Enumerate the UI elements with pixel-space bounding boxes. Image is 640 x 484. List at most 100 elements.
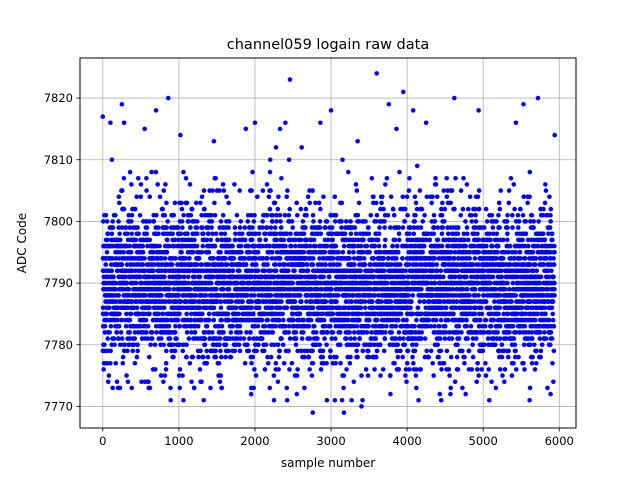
data-point bbox=[433, 281, 438, 286]
data-point bbox=[338, 330, 343, 335]
data-point bbox=[310, 188, 315, 193]
data-point bbox=[191, 250, 196, 255]
data-point bbox=[252, 219, 257, 224]
data-point bbox=[208, 238, 213, 243]
data-point bbox=[227, 287, 232, 292]
data-point bbox=[112, 342, 117, 347]
data-point bbox=[465, 231, 470, 236]
data-point bbox=[305, 262, 310, 267]
data-point bbox=[133, 207, 138, 212]
data-point bbox=[442, 219, 447, 224]
data-point bbox=[285, 305, 290, 310]
data-point bbox=[337, 262, 342, 267]
data-point bbox=[285, 398, 290, 403]
data-point bbox=[268, 207, 273, 212]
data-point bbox=[165, 219, 170, 224]
data-point bbox=[237, 342, 242, 347]
data-point bbox=[359, 305, 364, 310]
data-point bbox=[338, 342, 343, 347]
data-point bbox=[120, 188, 125, 193]
data-point bbox=[129, 312, 134, 317]
data-point bbox=[452, 207, 457, 212]
data-point bbox=[147, 305, 152, 310]
data-point bbox=[295, 373, 300, 378]
data-point bbox=[468, 194, 473, 199]
data-point bbox=[422, 244, 427, 249]
data-point bbox=[309, 318, 314, 323]
data-point bbox=[464, 324, 469, 329]
data-point bbox=[260, 336, 265, 341]
data-point bbox=[362, 256, 367, 261]
data-point bbox=[133, 336, 138, 341]
data-point bbox=[281, 342, 286, 347]
data-point bbox=[412, 219, 417, 224]
data-point bbox=[403, 207, 408, 212]
data-point bbox=[371, 256, 376, 261]
data-point bbox=[406, 293, 411, 298]
data-point bbox=[238, 225, 243, 230]
data-point bbox=[278, 256, 283, 261]
data-point bbox=[395, 342, 400, 347]
data-point bbox=[141, 244, 146, 249]
data-point bbox=[276, 194, 281, 199]
data-point bbox=[324, 342, 329, 347]
data-point bbox=[173, 201, 178, 206]
data-point bbox=[269, 293, 274, 298]
data-point bbox=[226, 349, 231, 354]
data-point bbox=[317, 225, 322, 230]
data-point bbox=[308, 336, 313, 341]
data-point bbox=[162, 275, 167, 280]
data-point bbox=[342, 244, 347, 249]
data-point bbox=[467, 293, 472, 298]
data-point bbox=[412, 324, 417, 329]
data-point bbox=[457, 336, 462, 341]
data-point bbox=[269, 225, 274, 230]
data-point bbox=[181, 170, 186, 175]
data-point bbox=[414, 373, 419, 378]
data-point bbox=[349, 231, 354, 236]
data-point bbox=[201, 398, 206, 403]
data-point bbox=[405, 194, 410, 199]
data-point bbox=[397, 170, 402, 175]
data-point bbox=[462, 361, 467, 366]
data-point bbox=[446, 318, 451, 323]
data-point bbox=[311, 213, 316, 218]
data-point bbox=[396, 367, 401, 372]
data-point bbox=[217, 188, 222, 193]
data-point bbox=[299, 145, 304, 150]
data-point bbox=[121, 250, 126, 255]
data-point bbox=[449, 355, 454, 360]
data-point bbox=[321, 275, 326, 280]
data-point bbox=[384, 324, 389, 329]
data-point bbox=[187, 336, 192, 341]
data-point bbox=[202, 207, 207, 212]
data-point bbox=[396, 355, 401, 360]
data-point bbox=[336, 250, 341, 255]
data-point bbox=[133, 361, 138, 366]
data-point bbox=[106, 231, 111, 236]
data-point bbox=[407, 176, 412, 181]
data-point bbox=[249, 361, 254, 366]
data-point bbox=[349, 299, 354, 304]
data-point bbox=[264, 342, 269, 347]
data-point bbox=[417, 299, 422, 304]
data-point bbox=[277, 349, 282, 354]
data-point bbox=[450, 336, 455, 341]
data-point bbox=[210, 188, 215, 193]
data-point bbox=[430, 361, 435, 366]
data-point bbox=[163, 256, 168, 261]
data-point bbox=[155, 182, 160, 187]
data-point bbox=[357, 336, 362, 341]
data-point bbox=[207, 250, 212, 255]
data-point bbox=[188, 182, 193, 187]
data-point bbox=[383, 182, 388, 187]
data-point bbox=[238, 324, 243, 329]
data-point bbox=[240, 231, 245, 236]
data-point bbox=[414, 342, 419, 347]
data-point bbox=[473, 287, 478, 292]
data-point bbox=[176, 318, 181, 323]
data-point bbox=[260, 318, 265, 323]
data-point bbox=[107, 373, 112, 378]
data-point bbox=[187, 256, 192, 261]
